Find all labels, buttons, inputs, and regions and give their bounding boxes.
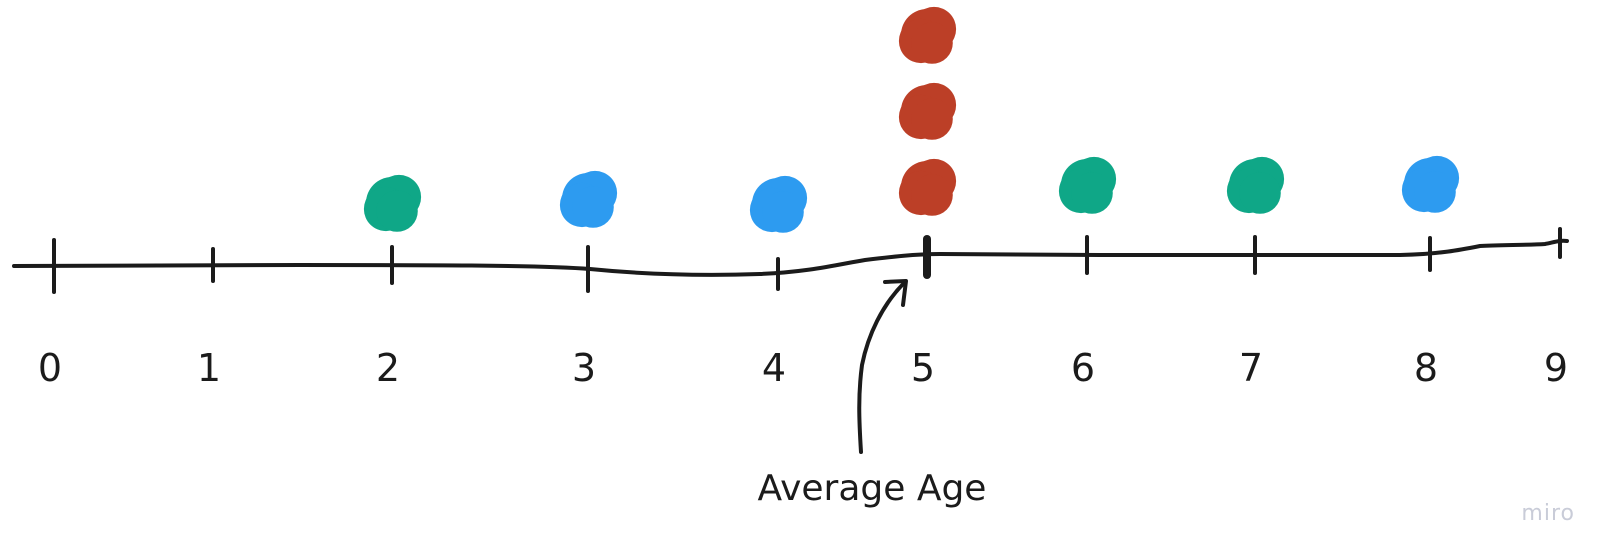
tick-label-6: 6 [1071, 346, 1095, 390]
data-points [363, 6, 1460, 233]
tick-label-4: 4 [762, 346, 786, 390]
tick-label-5: 5 [911, 346, 935, 390]
number-line [12, 238, 1569, 277]
annotation-label: Average Age [758, 468, 987, 509]
data-point [559, 170, 618, 228]
data-point [1058, 156, 1117, 214]
data-point [749, 175, 808, 233]
data-point [898, 158, 957, 216]
tick-label-9: 9 [1544, 346, 1568, 390]
annotation-arrow [857, 279, 908, 454]
tick-label-3: 3 [572, 346, 596, 390]
data-point [1226, 156, 1285, 214]
tick-label-2: 2 [376, 346, 400, 390]
axis-ticks [52, 227, 1562, 294]
tick-label-7: 7 [1239, 346, 1263, 390]
axis-tick-labels: 0 1 2 3 4 5 6 7 8 9 [38, 346, 1568, 390]
tick-label-8: 8 [1414, 346, 1438, 390]
data-point [363, 174, 422, 232]
data-point [898, 6, 957, 64]
tick-label-0: 0 [38, 346, 62, 390]
tick-label-1: 1 [197, 346, 221, 390]
miro-watermark: miro [1521, 501, 1575, 526]
data-point [1401, 155, 1460, 213]
data-point [898, 82, 957, 140]
